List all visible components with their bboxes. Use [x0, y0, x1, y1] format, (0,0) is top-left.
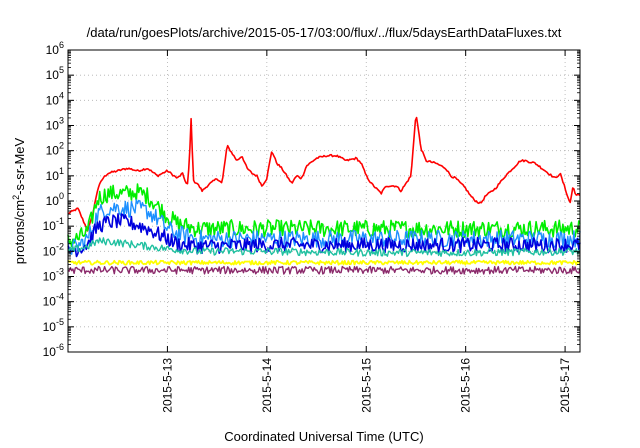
- y-tick-label: 100: [46, 191, 64, 208]
- y-tick-base: 10: [46, 43, 60, 57]
- y-tick-label: 105: [46, 65, 64, 82]
- series-line-0: [67, 116, 581, 232]
- x-tick-label: 2015-5-13: [160, 358, 174, 413]
- x-axis-ticks: 2015-5-13 2015-5-14 2015-5-15 2015-5-16 2015…: [160, 50, 572, 413]
- y-axis-ticks: 10-610-510-410-310-210-11001011021031041…: [43, 40, 580, 359]
- y-axis-label-suffix: -s-sr-MeV: [12, 137, 27, 194]
- y-tick-exponent: 2: [59, 141, 64, 151]
- y-axis-label: protons/cm2-s-sr-MeV: [11, 137, 27, 264]
- y-axis-label-prefix: protons/cm: [12, 200, 27, 264]
- grid: [68, 49, 580, 353]
- y-tick-base: 10: [43, 320, 57, 334]
- y-tick-base: 10: [43, 244, 57, 258]
- y-tick-exponent: -4: [56, 292, 64, 302]
- y-tick-exponent: 5: [59, 65, 64, 75]
- y-tick-base: 10: [46, 93, 60, 107]
- y-tick-exponent: 1: [59, 166, 64, 176]
- y-tick-base: 10: [46, 169, 60, 183]
- y-tick-label: 104: [46, 90, 64, 107]
- y-tick-base: 10: [46, 68, 60, 82]
- x-axis-label: Coordinated Universal Time (UTC): [224, 429, 423, 444]
- series-line-3: [67, 213, 581, 258]
- y-tick-base: 10: [46, 144, 60, 158]
- x-tick-label: 2015-5-15: [359, 358, 373, 413]
- y-axis-label-exponent: 2: [11, 195, 21, 200]
- y-tick-base: 10: [46, 194, 60, 208]
- y-tick-exponent: -3: [56, 267, 64, 277]
- series-line-4: [67, 237, 581, 258]
- y-tick-base: 10: [43, 219, 57, 233]
- plot-frame: [67, 49, 581, 353]
- y-tick-label: 10-5: [43, 317, 64, 334]
- x-tick-label: 2015-5-16: [459, 358, 473, 413]
- y-tick-base: 10: [43, 295, 57, 309]
- y-tick-exponent: -2: [56, 241, 64, 251]
- x-tick-label: 2015-5-17: [558, 358, 572, 413]
- y-tick-label: 101: [46, 166, 64, 183]
- y-tick-exponent: 4: [59, 90, 64, 100]
- series-line-6: [67, 265, 581, 275]
- y-tick-exponent: -1: [56, 216, 64, 226]
- series-line-5: [67, 259, 581, 266]
- y-tick-label: 10-6: [43, 342, 64, 359]
- y-tick-exponent: -6: [56, 342, 64, 352]
- y-tick-exponent: 6: [59, 40, 64, 50]
- y-tick-base: 10: [46, 119, 60, 133]
- x-tick-label: 2015-5-14: [260, 358, 274, 413]
- y-tick-exponent: 0: [59, 191, 64, 201]
- y-tick-label: 106: [46, 40, 64, 57]
- y-tick-label: 10-3: [43, 267, 64, 284]
- chart-title: /data/run/goesPlots/archive/2015-05-17/0…: [87, 25, 562, 40]
- y-tick-base: 10: [43, 270, 57, 284]
- y-tick-base: 10: [43, 345, 57, 359]
- y-tick-label: 103: [46, 116, 64, 133]
- y-tick-label: 10-2: [43, 241, 64, 258]
- y-tick-label: 102: [46, 141, 64, 158]
- series-group: [67, 116, 581, 275]
- series-line-1: [67, 183, 581, 248]
- y-tick-label: 10-4: [43, 292, 64, 309]
- y-tick-exponent: -5: [56, 317, 64, 327]
- y-tick-label: 10-1: [43, 216, 64, 233]
- y-tick-exponent: 3: [59, 116, 64, 126]
